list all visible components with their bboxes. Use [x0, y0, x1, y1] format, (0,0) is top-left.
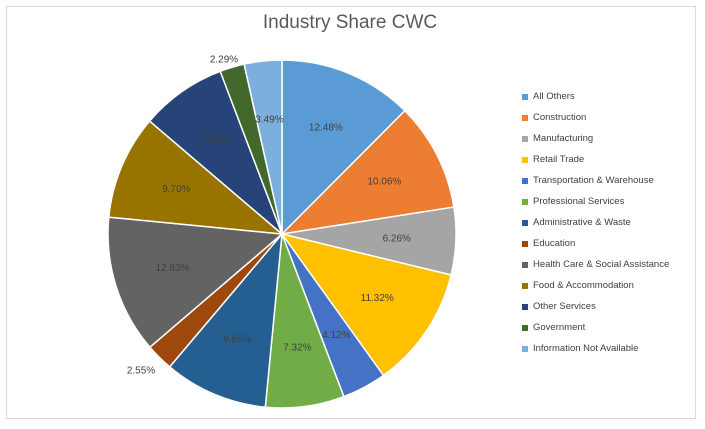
- legend-label: Construction: [533, 112, 587, 123]
- pie-slice: [168, 231, 283, 409]
- legend-item: Education: [522, 233, 669, 254]
- pie-slice: [280, 232, 453, 377]
- legend-item: Administrative & Waste: [522, 212, 669, 233]
- pie-slice: [107, 216, 284, 349]
- legend-label: Information Not Available: [533, 343, 639, 354]
- legend-label: Education: [533, 238, 576, 249]
- pie-slice: [243, 59, 283, 235]
- slice-data-label: 7.99%: [202, 135, 230, 146]
- slice-data-label: 10.06%: [367, 177, 401, 188]
- slice-data-label: 4.12%: [322, 330, 350, 341]
- slice-data-label: 3.49%: [255, 114, 283, 125]
- legend-label: Food & Accommodation: [533, 280, 634, 291]
- legend-item: Retail Trade: [522, 149, 669, 170]
- legend-swatch: [522, 135, 528, 142]
- pie-slice: [281, 59, 406, 236]
- legend-label: All Others: [533, 91, 575, 102]
- legend-swatch: [522, 198, 528, 205]
- slice-data-label: 12.83%: [156, 263, 190, 274]
- legend-label: Health Care & Social Assistance: [533, 259, 670, 270]
- legend-swatch: [522, 303, 528, 310]
- legend-item: Professional Services: [522, 191, 669, 212]
- legend-item: Information Not Available: [522, 338, 669, 359]
- legend-swatch: [522, 324, 528, 331]
- slice-data-label: 2.29%: [210, 55, 238, 66]
- legend-item: All Others: [522, 86, 669, 107]
- legend-swatch: [522, 345, 528, 352]
- legend: All Others Construction Manufacturing Retai…: [522, 86, 669, 359]
- legend-swatch: [522, 177, 528, 184]
- legend-item: Transportation & Warehouse: [522, 170, 669, 191]
- slice-data-label: 12.48%: [309, 123, 343, 134]
- legend-item: Construction: [522, 107, 669, 128]
- legend-label: Retail Trade: [533, 154, 585, 165]
- slice-data-label: 9.70%: [162, 184, 190, 195]
- legend-item: Government: [522, 317, 669, 338]
- legend-swatch: [522, 114, 528, 121]
- slice-data-label: 11.32%: [361, 293, 394, 304]
- legend-item: Food & Accommodation: [522, 275, 669, 296]
- legend-swatch: [522, 219, 528, 226]
- slice-data-label: 2.55%: [127, 366, 155, 377]
- legend-swatch: [522, 93, 528, 100]
- legend-label: Transportation & Warehouse: [533, 175, 654, 186]
- legend-item: Other Services: [522, 296, 669, 317]
- legend-label: Other Services: [533, 301, 596, 312]
- legend-swatch: [522, 282, 528, 289]
- pie-slice: [107, 120, 285, 235]
- slice-data-label: 9.65%: [223, 334, 251, 345]
- legend-swatch: [522, 156, 528, 163]
- slice-data-label: 7.32%: [283, 342, 311, 353]
- legend-swatch: [522, 261, 528, 268]
- legend-label: Professional Services: [533, 196, 625, 207]
- legend-swatch: [522, 240, 528, 247]
- chart-title: Industry Share CWC: [262, 12, 438, 33]
- slice-data-label: 6.26%: [383, 233, 411, 244]
- legend-label: Manufacturing: [533, 133, 594, 144]
- legend-label: Administrative & Waste: [533, 217, 631, 228]
- legend-item: Health Care & Social Assistance: [522, 254, 669, 275]
- pie-slice: [279, 109, 455, 236]
- legend-item: Manufacturing: [522, 128, 669, 149]
- legend-label: Government: [533, 322, 586, 333]
